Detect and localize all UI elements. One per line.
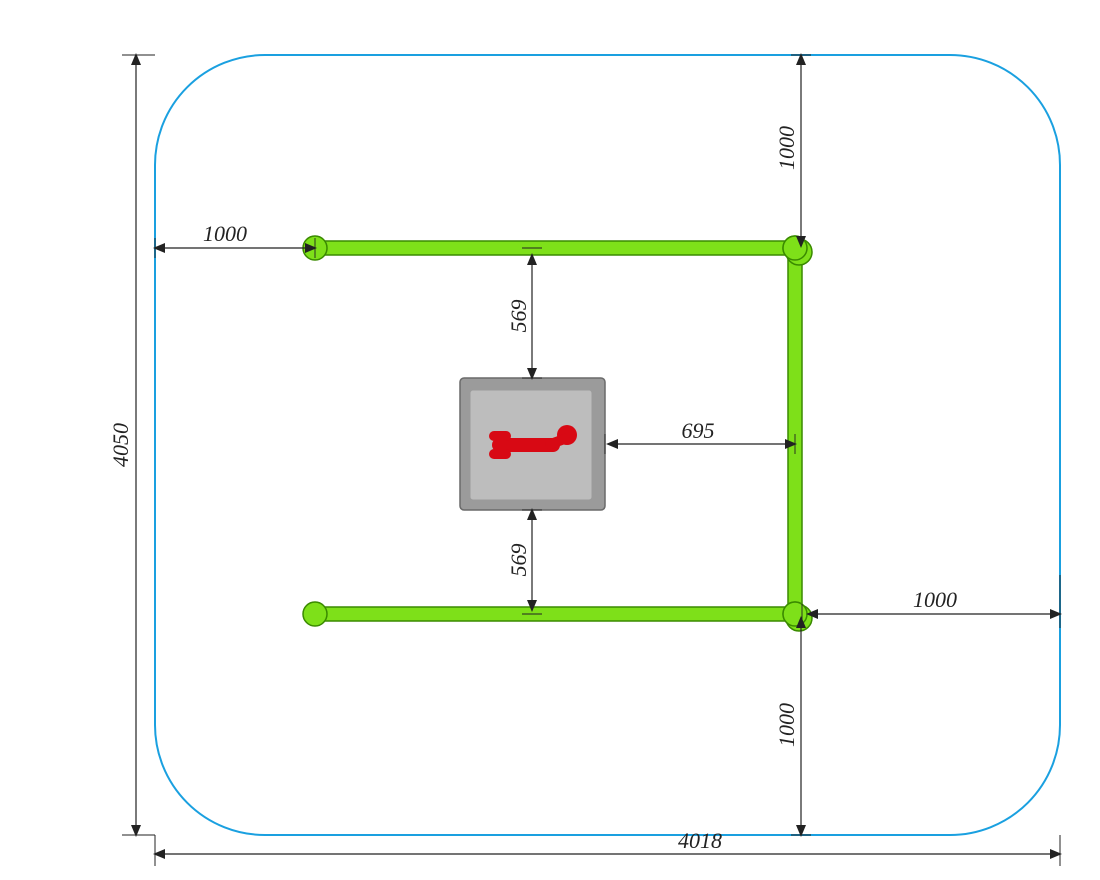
dim-overall-height-label: 4050 [108, 423, 133, 467]
dim-v-569-top-label: 569 [506, 300, 531, 333]
dim-v-569-bottom-label: 569 [506, 544, 531, 577]
dim-bottom-1000-label: 1000 [774, 703, 799, 747]
dim-left-1000-label: 1000 [203, 221, 247, 246]
dim-overall-width-label: 4018 [678, 828, 722, 853]
center-tile [460, 378, 605, 510]
dim-h-695-label: 695 [682, 418, 715, 443]
dim-top-1000-label: 1000 [774, 126, 799, 170]
dim-right-1000-label: 1000 [913, 587, 957, 612]
